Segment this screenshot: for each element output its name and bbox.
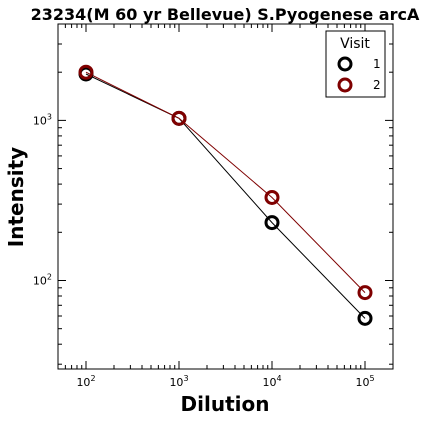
series-lines	[85, 71, 366, 319]
y-tick-label: 102	[33, 272, 52, 287]
x-tick-label: 103	[169, 374, 188, 389]
series-2-point	[357, 285, 373, 301]
y-tick-label: 103	[33, 112, 52, 127]
y-axis-label: Intensity	[4, 147, 28, 247]
legend-title: Visit	[340, 36, 370, 52]
series-1-point	[357, 310, 373, 326]
legend-label-2: 2	[373, 78, 381, 92]
data-points	[78, 64, 373, 326]
tick-labels: 102 103 104 105 102 103	[33, 112, 375, 389]
x-tick-label: 102	[76, 374, 95, 389]
series-2-point	[78, 64, 94, 80]
legend-items: 12	[337, 56, 381, 93]
legend-marker-1	[337, 56, 353, 72]
series-line-1	[85, 73, 366, 319]
x-axis-label: Dilution	[181, 392, 270, 416]
x-tick-label: 104	[262, 374, 281, 389]
series-2-point	[171, 110, 187, 126]
legend: Visit 12	[325, 30, 386, 98]
series-1-point	[264, 215, 280, 231]
x-tick-label: 105	[355, 374, 374, 389]
plot-area	[57, 23, 394, 370]
legend-box	[325, 30, 386, 98]
series-2-point	[264, 189, 280, 205]
series-line-2	[85, 71, 366, 293]
chart-title: 23234(M 60 yr Bellevue) S.Pyogenese arcA	[31, 5, 420, 24]
legend-marker-2	[337, 77, 353, 93]
legend-label-1: 1	[373, 57, 381, 71]
axis-ticks	[57, 23, 394, 369]
